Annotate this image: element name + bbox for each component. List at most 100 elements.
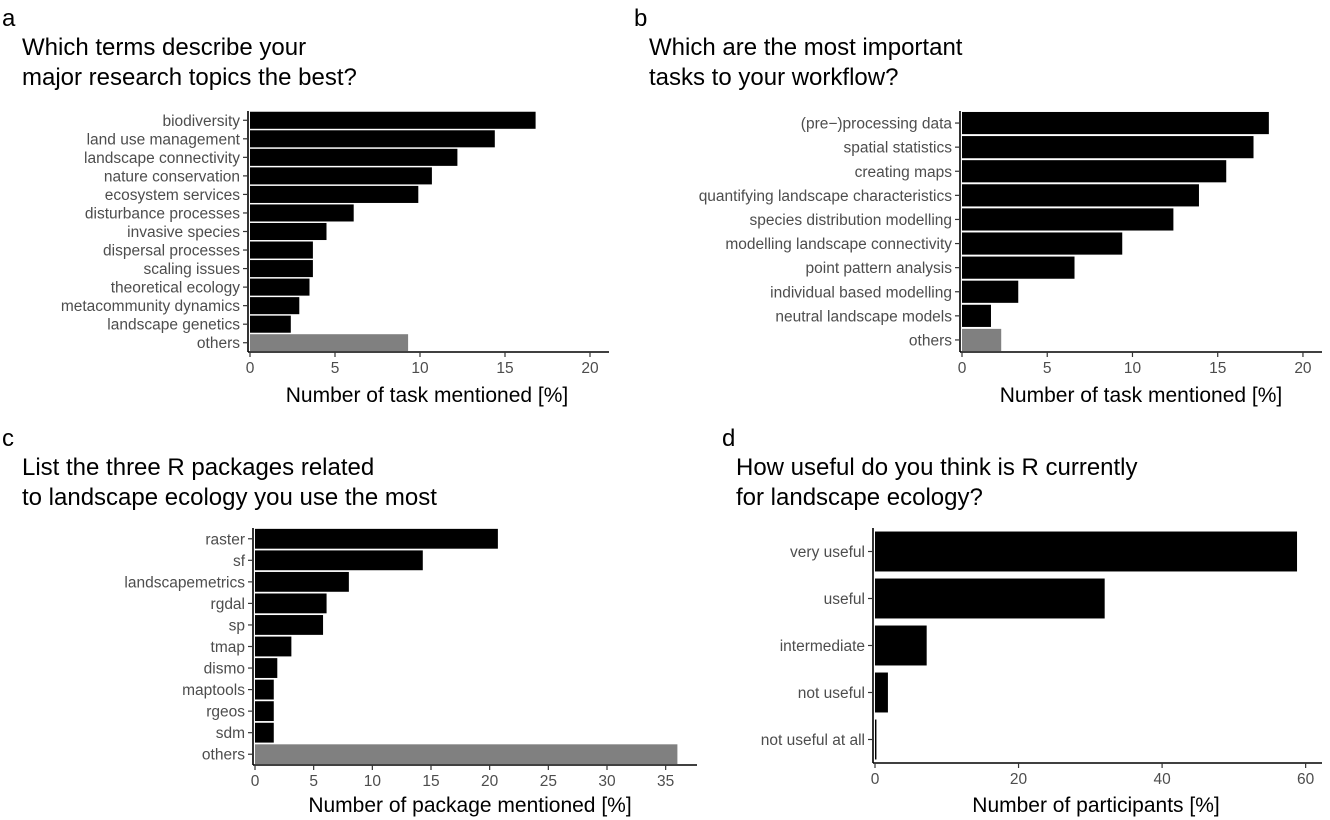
category-label: rgdal [211,596,245,613]
bar-point-pattern-analysis [962,256,1075,279]
bar-creating-maps [962,160,1227,183]
bar-neutral-landscape-models [962,304,991,327]
x-tick-label: 5 [1043,360,1052,377]
category-label: useful [824,591,865,608]
bar-disturbance-processes [250,204,354,222]
category-label: raster [205,531,245,548]
bar-metacommunity-dynamics [250,297,300,315]
x-tick-label: 10 [1124,360,1142,377]
panel-letter-c: c [2,425,14,452]
panel-c-x-axis-title: Number of package mentioned [%] [308,794,631,817]
bar-invasive-species [250,222,327,241]
bar-rgdal [255,593,327,614]
x-tick-label: 20 [1294,360,1312,377]
bar-rgeos [255,701,274,722]
panel-c: c List the three R packages related to l… [2,425,697,817]
panel-d: d How useful do you think is R currently… [722,425,1322,817]
bar-landscapemetrics [255,571,349,592]
bar-modelling-landscape-connectivity [962,232,1123,255]
category-label: dispersal processes [103,243,240,260]
bar-biodiversity [250,111,536,129]
x-tick-label: 15 [496,360,513,377]
panel-letter-b: b [634,5,647,32]
bar-maptools [255,679,274,700]
category-label: rgeos [206,704,245,721]
x-tick-label: 40 [1153,771,1171,788]
bar-very-useful [875,531,1298,572]
bar-landscape-genetics [250,315,291,333]
category-label: tmap [211,639,245,656]
x-tick-label: 10 [364,773,382,790]
category-label: intermediate [780,638,865,655]
x-tick-label: 20 [581,360,599,377]
x-tick-label: 35 [657,773,674,790]
panel-b-plot: (pre−)processing data spatial statistics c… [699,111,1322,377]
bar-ecosystem-services [250,185,419,203]
panel-a-title-line-1: Which terms describe your [22,34,306,61]
category-label: creating maps [855,164,953,181]
x-tick-label: 5 [309,773,318,790]
category-label: neutral landscape models [775,308,952,325]
category-label: landscape genetics [107,317,240,334]
panel-b-title-line-1: Which are the most important [649,34,963,61]
category-label: sf [233,553,246,570]
category-label: dismo [204,661,245,678]
panel-d-x-axis-title: Number of participants [%] [972,794,1219,817]
category-label: theoretical ecology [111,280,240,297]
x-tick-label: 60 [1297,771,1315,788]
category-label: biodiversity [162,113,240,130]
category-label: nature conservation [104,168,240,185]
panel-d-title-line-2: for landscape ecology? [736,484,983,511]
panel-letter-d: d [722,425,735,452]
bar-species-distribution-modelling [962,208,1174,231]
category-label: others [202,747,245,764]
bar-useful [875,578,1105,619]
category-label: (pre−)processing data [801,116,953,133]
x-tick-label: 15 [422,773,439,790]
panel-c-title-line-2: to landscape ecology you use the most [22,484,437,511]
category-label: individual based modelling [770,284,952,301]
category-label: sdm [216,725,245,742]
x-tick-label: 30 [598,773,616,790]
category-label: not useful [798,685,865,702]
bar-not-useful [875,672,888,713]
x-tick-label: 0 [958,360,967,377]
category-label: modelling landscape connectivity [725,236,952,253]
panel-a-x-axis-title: Number of task mentioned [%] [286,384,568,407]
category-label: landscapemetrics [124,574,245,591]
panel-d-title-line-1: How useful do you think is R currently [736,454,1138,481]
bar-not-useful-at-all [875,719,877,760]
category-label: not useful at all [761,732,865,749]
x-tick-label: 0 [251,773,260,790]
bar-sp [255,615,324,635]
bar-dispersal-processes [250,241,313,259]
bar-tmap [255,636,292,657]
category-label: quantifying landscape characteristics [699,188,953,205]
bar-nature-conservation [250,167,432,185]
bar-others [962,328,1002,352]
bar-intermediate [875,625,927,666]
category-label: scaling issues [144,261,241,278]
x-tick-label: 20 [1010,771,1028,788]
category-label: others [197,335,240,352]
panel-c-title-line-1: List the three R packages related [22,454,374,481]
category-label: species distribution modelling [750,212,952,229]
panel-b-title-line-2: tasks to your workflow? [649,64,898,91]
bar-theoretical-ecology [250,278,310,296]
category-label: maptools [182,682,245,699]
category-label: others [909,332,952,349]
panel-b: b Which are the most important tasks to … [634,5,1322,407]
bar-pre-processing-data [962,111,1269,135]
category-label: metacommunity dynamics [61,298,240,315]
bar-individual-based-modelling [962,280,1019,303]
bar-sdm [255,722,274,743]
bar-landscape-connectivity [250,148,458,166]
bar-dismo [255,658,278,678]
category-label: very useful [790,544,865,561]
bar-sf [255,550,423,571]
bar-raster [255,528,498,549]
category-label: spatial statistics [843,140,952,157]
x-tick-label: 15 [1209,360,1226,377]
